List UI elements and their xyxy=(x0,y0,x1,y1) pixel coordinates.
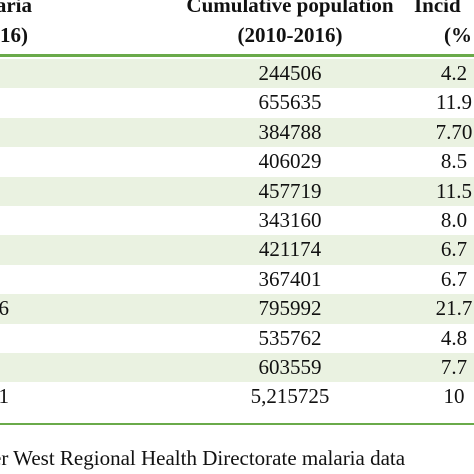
cell-incidence: 10 xyxy=(443,384,465,409)
cell-incidence: 7.70 xyxy=(435,119,473,144)
header-malaria-line2: 16) xyxy=(0,23,28,47)
cell-cumulative-population: 384788 xyxy=(258,119,322,144)
cell-malaria-cases: 9 xyxy=(0,177,48,206)
cell-cumulative-population: 535762 xyxy=(258,325,322,350)
header-rule xyxy=(0,54,474,57)
header-population-line2: (2010-2016) xyxy=(237,23,343,47)
table-row: 1 421174 6.7 xyxy=(0,235,474,265)
table-footnote: er West Regional Health Directorate mala… xyxy=(0,446,406,470)
cell-malaria-cases: 1 xyxy=(0,235,48,264)
table-header: laria 16) Cumulative population (2010-20… xyxy=(0,0,474,54)
cell-malaria-cases: 7 xyxy=(0,206,48,235)
table-row: 16 795992 21.7 xyxy=(0,294,474,324)
table-row: 0 384788 7.70 xyxy=(0,117,474,148)
cell-incidence: 21.7 xyxy=(435,296,473,321)
cell-incidence: 11.5 xyxy=(436,178,472,203)
cell-cumulative-population: 367401 xyxy=(258,266,322,291)
header-incidence-line1: Incid xyxy=(414,0,461,17)
table-row: 6 655635 11.9 xyxy=(0,88,474,118)
cell-malaria-cases: 71 xyxy=(0,384,9,409)
cell-incidence: 8.5 xyxy=(440,149,468,174)
cell-cumulative-population: 406029 xyxy=(258,149,322,174)
cell-malaria-cases: 0 xyxy=(0,118,48,147)
cell-cumulative-population: 795992 xyxy=(258,296,322,321)
bottom-rule xyxy=(0,423,474,425)
cell-incidence: 6.7 xyxy=(440,237,468,262)
cell-malaria-cases: 1 xyxy=(0,147,48,176)
cell-cumulative-population: 5,215725 xyxy=(250,384,330,409)
cell-cumulative-population: 244506 xyxy=(258,61,322,85)
cell-incidence: 8.0 xyxy=(440,208,468,232)
cell-malaria-cases: 0 xyxy=(0,265,48,294)
header-cumulative-population: Cumulative population (2010-2016) xyxy=(140,0,440,54)
cell-incidence: 6.7 xyxy=(440,266,468,291)
cell-cumulative-population: 457719 xyxy=(258,178,322,203)
table-row: 1 406029 8.5 xyxy=(0,147,474,177)
cell-incidence: 4.2 xyxy=(440,61,468,85)
header-incidence-line2: (% xyxy=(444,23,472,47)
cell-malaria-cases: 16 xyxy=(0,296,9,321)
cell-incidence: 4.8 xyxy=(440,325,468,350)
table-row: 7 343160 8.0 xyxy=(0,206,474,236)
header-population-line1: Cumulative population xyxy=(186,0,394,17)
table-row: 1 244506 4.2 xyxy=(0,59,474,89)
cell-malaria-cases: 4 xyxy=(0,324,48,353)
cell-cumulative-population: 655635 xyxy=(258,90,322,115)
cell-incidence: 7.7 xyxy=(440,355,468,379)
table-row: 9 457719 11.5 xyxy=(0,176,474,206)
header-malaria-line1: laria xyxy=(0,0,32,17)
table-row: 4 535762 4.8 xyxy=(0,323,474,353)
cell-malaria-cases: 6 xyxy=(0,353,48,382)
table-row: 0 367401 6.7 xyxy=(0,264,474,295)
cell-cumulative-population: 603559 xyxy=(258,355,322,379)
table-row: 71 5,215725 10 xyxy=(0,382,474,412)
cell-malaria-cases: 6 xyxy=(0,88,48,117)
cell-cumulative-population: 421174 xyxy=(258,237,322,262)
cell-cumulative-population: 343160 xyxy=(258,208,322,232)
table-row: 6 603559 7.7 xyxy=(0,353,474,383)
cell-malaria-cases: 1 xyxy=(0,59,48,88)
cell-incidence: 11.9 xyxy=(436,90,472,115)
